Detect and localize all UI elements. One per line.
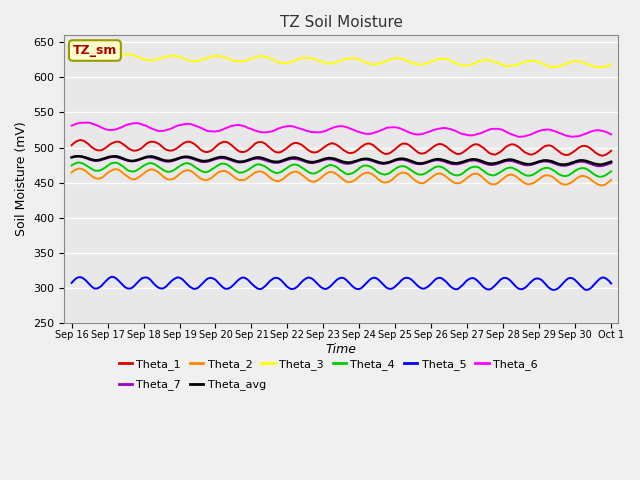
Y-axis label: Soil Moisture (mV): Soil Moisture (mV) [15, 121, 28, 237]
Legend: Theta_7, Theta_avg: Theta_7, Theta_avg [115, 375, 271, 395]
Text: TZ_sm: TZ_sm [73, 44, 117, 57]
X-axis label: Time: Time [326, 343, 357, 356]
Title: TZ Soil Moisture: TZ Soil Moisture [280, 15, 403, 30]
